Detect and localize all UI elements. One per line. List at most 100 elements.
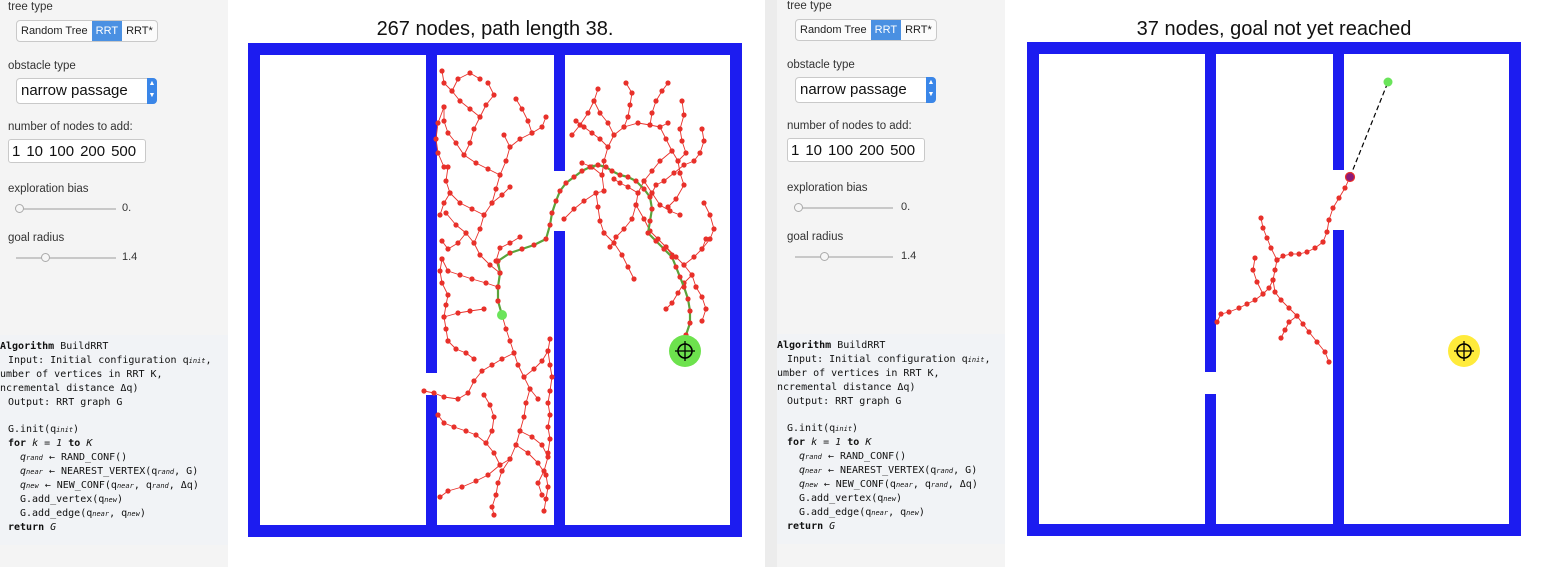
tree-node: [635, 120, 641, 126]
exploration-bias-value: 0.: [901, 201, 911, 213]
tree-node: [577, 122, 583, 128]
tree-node: [677, 126, 683, 132]
tree-node: [457, 272, 463, 278]
tree-node: [539, 124, 545, 130]
start-marker[interactable]: [497, 310, 507, 320]
algo-sub: near: [871, 509, 889, 517]
tree-node: [485, 80, 491, 86]
algo-line: G.add_vertex(q: [799, 493, 884, 504]
tab-random-tree[interactable]: Random Tree: [800, 24, 867, 36]
tab-random-tree[interactable]: Random Tree: [21, 25, 88, 37]
tree-node: [619, 252, 625, 258]
add-200-button[interactable]: 200: [859, 141, 885, 159]
tree-node: [603, 164, 609, 170]
tree-node: [681, 162, 687, 168]
tab-rrt-star[interactable]: RRT*: [126, 25, 153, 37]
tree-node: [629, 90, 635, 96]
tree-node: [1300, 321, 1306, 327]
tree-node: [699, 126, 705, 132]
tree-node: [683, 150, 689, 156]
tree-node: [687, 320, 693, 326]
tree-node: [607, 244, 613, 250]
goal-radius-knob[interactable]: [820, 252, 829, 261]
tree-node: [489, 428, 495, 434]
algo-line: , Δq): [947, 479, 978, 490]
add-500-button[interactable]: 500: [890, 141, 916, 159]
tree-node: [529, 434, 535, 440]
algorithm-pseudocode: Algorithm BuildRRT Input: Initial config…: [777, 334, 1005, 544]
add-100-button[interactable]: 100: [828, 141, 854, 159]
tree-node: [437, 212, 443, 218]
exploration-bias-knob[interactable]: [794, 203, 803, 212]
tree-node: [455, 76, 461, 82]
tree-node: [487, 402, 493, 408]
tree-node: [477, 226, 483, 232]
add-1-button[interactable]: 1: [791, 141, 800, 159]
tree-node: [435, 150, 441, 156]
algo-sub: rand: [151, 482, 169, 490]
algo-sub: rand: [936, 467, 954, 475]
exploration-bias-knob[interactable]: [15, 204, 24, 213]
add-500-button[interactable]: 500: [111, 142, 137, 160]
tree-node: [521, 374, 527, 380]
tree-node: [593, 190, 599, 196]
goal-radius-knob[interactable]: [41, 253, 50, 262]
obstacle-type-select[interactable]: narrow passage ▲ ▼: [16, 78, 157, 104]
tree-node: [701, 200, 707, 206]
exploration-bias-slider[interactable]: [16, 208, 116, 210]
tree-node: [507, 456, 513, 462]
algo-line: , q: [133, 480, 152, 491]
tree-node: [581, 198, 587, 204]
tree-node: [543, 472, 549, 478]
add-200-button[interactable]: 200: [80, 142, 106, 160]
tree-node: [441, 200, 447, 206]
goal-radius-slider[interactable]: [16, 257, 116, 259]
tab-rrt[interactable]: RRT: [870, 20, 902, 40]
tree-node: [477, 114, 483, 120]
tree-type-selector[interactable]: Random Tree RRT RRT*: [16, 20, 158, 42]
goal-marker[interactable]: [1448, 335, 1480, 367]
tree-node: [461, 152, 467, 158]
algo-line: G.add_edge(q: [799, 507, 872, 518]
tree-node: [441, 314, 447, 320]
tree-node: [507, 184, 513, 190]
tree-node: [491, 92, 497, 98]
algo-sub: near: [92, 510, 110, 518]
tree-node: [687, 308, 693, 314]
right-maze-canvas[interactable]: [1027, 42, 1521, 536]
algo-keyword-to: to: [847, 437, 860, 448]
goal-marker[interactable]: [669, 335, 701, 367]
tree-node: [489, 200, 495, 206]
tree-node: [673, 254, 679, 260]
tree-node: [457, 98, 463, 104]
tree-node: [657, 202, 663, 208]
tree-node: [589, 130, 595, 136]
tree-node: [1226, 309, 1232, 315]
left-maze-canvas[interactable]: [248, 43, 742, 537]
tree-node: [561, 216, 567, 222]
tab-rrt[interactable]: RRT: [91, 21, 123, 41]
tree-node: [591, 98, 597, 104]
tree-type-selector[interactable]: Random Tree RRT RRT*: [795, 19, 937, 41]
add-10-button[interactable]: 10: [26, 142, 44, 160]
add-1-button[interactable]: 1: [12, 142, 21, 160]
tree-node: [495, 258, 501, 264]
tab-rrt-star[interactable]: RRT*: [905, 24, 932, 36]
tree-node: [625, 264, 631, 270]
tree-node: [1312, 245, 1318, 251]
exploration-bias-slider[interactable]: [795, 207, 893, 209]
tree-node: [431, 390, 437, 396]
tree-node: [601, 188, 607, 194]
add-100-button[interactable]: 100: [49, 142, 75, 160]
tree-node: [1326, 359, 1332, 365]
nodes-to-add-label: number of nodes to add:: [8, 121, 133, 133]
wall-bottom: [1027, 524, 1521, 536]
tree-node: [481, 392, 487, 398]
tree-node: [525, 450, 531, 456]
obstacle-type-select[interactable]: narrow passage ▲ ▼: [795, 77, 936, 103]
tree-node: [707, 236, 713, 242]
add-10-button[interactable]: 10: [805, 141, 823, 159]
maze-walls: [1027, 42, 1521, 536]
tree-node: [549, 374, 555, 380]
goal-radius-slider[interactable]: [795, 256, 893, 258]
